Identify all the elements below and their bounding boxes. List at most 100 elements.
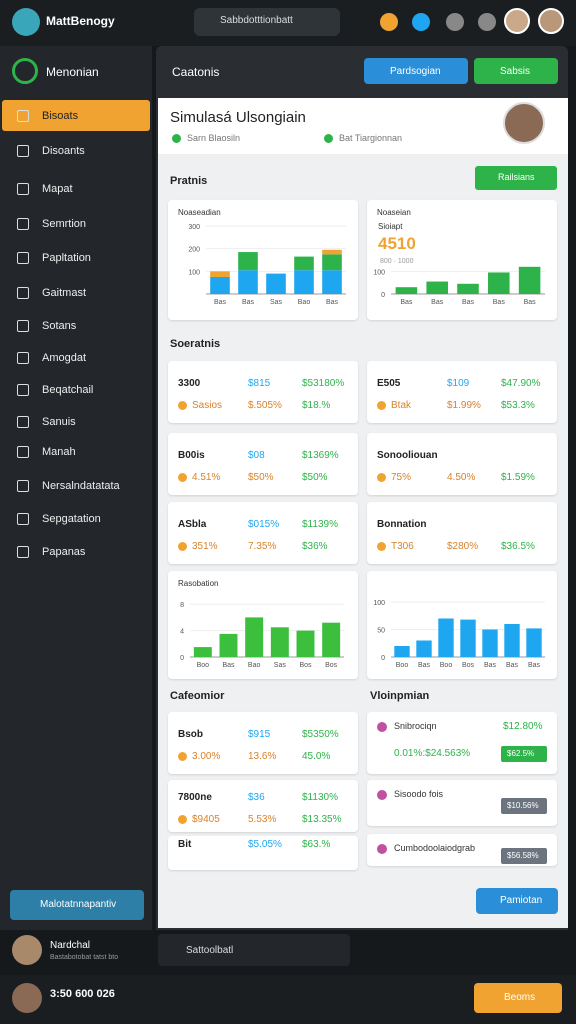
bar — [270, 627, 289, 657]
user-sub: Bastabotobat tatst bto — [50, 954, 119, 961]
card — [367, 712, 557, 774]
x-tick-label: Bos — [299, 662, 312, 669]
footer-button[interactable] — [476, 888, 558, 914]
profile-card — [158, 98, 568, 154]
y-tick-label: 100 — [188, 269, 200, 276]
sidebar-item[interactable]: Sotans — [42, 320, 77, 332]
sidebar-button-text: Malotatnnapantiv — [40, 899, 117, 910]
y-tick-label: 300 — [188, 224, 200, 231]
stat-value: $36.5% — [501, 541, 535, 552]
bar — [460, 619, 476, 657]
stat-value: 7.35% — [248, 541, 277, 552]
bottom-search[interactable] — [158, 934, 350, 966]
sidebar-item[interactable]: Semrtion — [42, 218, 87, 230]
stat-value: $915 — [248, 729, 271, 740]
stat-value: $18.% — [302, 400, 331, 411]
stat-value: $.505% — [248, 400, 282, 411]
status-dot — [178, 473, 187, 482]
sidebar-item[interactable]: Sepgatation — [42, 513, 101, 525]
sidebar-item[interactable]: Mapat — [42, 183, 73, 195]
bar — [294, 270, 314, 294]
stat-value: Btak — [391, 400, 412, 411]
section-button[interactable] — [475, 166, 557, 190]
item-title: Cumbodoolaiodgrab — [394, 843, 476, 853]
bar — [322, 270, 342, 294]
stat-value: 3.00% — [192, 751, 221, 762]
x-tick-label: Bas — [222, 662, 235, 669]
stat-value: $109 — [447, 378, 470, 389]
stat-value: 4.50% — [447, 472, 476, 483]
stat-value: Bonnation — [377, 519, 427, 530]
stat-value: $5.05% — [248, 839, 282, 850]
stat-value: Bsob — [178, 729, 203, 740]
badge — [501, 848, 547, 864]
sidebar-item[interactable]: Beqatchail — [42, 384, 94, 396]
x-tick-label: Bao — [248, 662, 261, 669]
sidebar-item[interactable]: Manah — [42, 446, 76, 458]
y-tick-label: 200 — [188, 247, 200, 254]
section-title: Soeratnis — [170, 338, 221, 350]
button-secondary[interactable] — [474, 58, 558, 84]
stat-value: $1369% — [302, 450, 339, 461]
sidebar-icon — [17, 145, 29, 157]
chart-note: 800 · 1000 — [380, 258, 414, 265]
sidebar-logo — [12, 58, 38, 84]
sidebar-item[interactable]: Bisoats — [42, 110, 79, 122]
sidebar-icon — [17, 287, 29, 299]
bar — [394, 646, 410, 657]
badge-text: $56.58% — [507, 851, 539, 860]
brand-name: MattBenogy — [46, 14, 115, 28]
stat-value: ASbla — [178, 519, 207, 530]
x-tick-label: Bas — [400, 299, 413, 306]
y-tick-label: 4 — [180, 629, 184, 636]
card — [367, 361, 557, 423]
stat-value: T306 — [391, 541, 414, 552]
sidebar-item[interactable]: Papltation — [42, 252, 91, 264]
sidebar-button[interactable] — [10, 890, 144, 920]
sidebar-item[interactable]: Sanuis — [42, 416, 76, 428]
bottom-button[interactable] — [474, 983, 562, 1013]
x-tick-label: Sas — [270, 299, 283, 306]
sidebar-item[interactable]: Papanas — [42, 546, 86, 558]
tag: Sarn Blaosiln — [187, 133, 241, 143]
y-tick-label: 50 — [377, 628, 385, 635]
bar — [457, 283, 479, 294]
stat-value: $280% — [447, 541, 479, 552]
y-tick-label: 100 — [373, 269, 385, 276]
x-tick-label: Bas — [214, 299, 227, 306]
stat-value: $36% — [302, 541, 328, 552]
bar — [526, 628, 542, 657]
sidebar-icon — [17, 416, 29, 428]
status-dot — [178, 542, 187, 551]
x-tick-label: Bos — [325, 662, 338, 669]
x-tick-label: Bas — [524, 299, 537, 306]
bar — [504, 624, 520, 657]
stat-value: $5350% — [302, 729, 339, 740]
tag: Bat Tiargionnan — [339, 133, 403, 143]
y-tick-label: 0 — [381, 292, 385, 299]
section-title: Cafeomior — [170, 690, 225, 702]
search-box[interactable] — [194, 8, 340, 36]
icon[interactable] — [412, 13, 430, 31]
x-tick-label: Bas — [418, 662, 431, 669]
sidebar-item[interactable]: Nersalndatatata — [42, 480, 120, 492]
footer-button-text: Pamiotan — [500, 895, 543, 906]
icon[interactable] — [380, 13, 398, 31]
icon[interactable] — [446, 13, 464, 31]
x-tick-label: Bas — [506, 662, 519, 669]
stat-value: $015% — [248, 519, 280, 530]
stat-value: $9405 — [192, 814, 220, 825]
avatar — [538, 8, 564, 34]
sidebar-icon — [17, 546, 29, 558]
sidebar-item[interactable]: Disoants — [42, 145, 85, 157]
stat-value: 75% — [391, 472, 412, 483]
icon[interactable] — [478, 13, 496, 31]
button-primary[interactable] — [364, 58, 468, 84]
x-tick-label: Bas — [528, 662, 541, 669]
bar — [296, 630, 315, 657]
sidebar-item[interactable]: Amogdat — [42, 352, 87, 364]
sidebar-item[interactable]: Gaitmast — [42, 287, 87, 299]
status-dot — [178, 815, 187, 824]
bar — [322, 622, 341, 657]
